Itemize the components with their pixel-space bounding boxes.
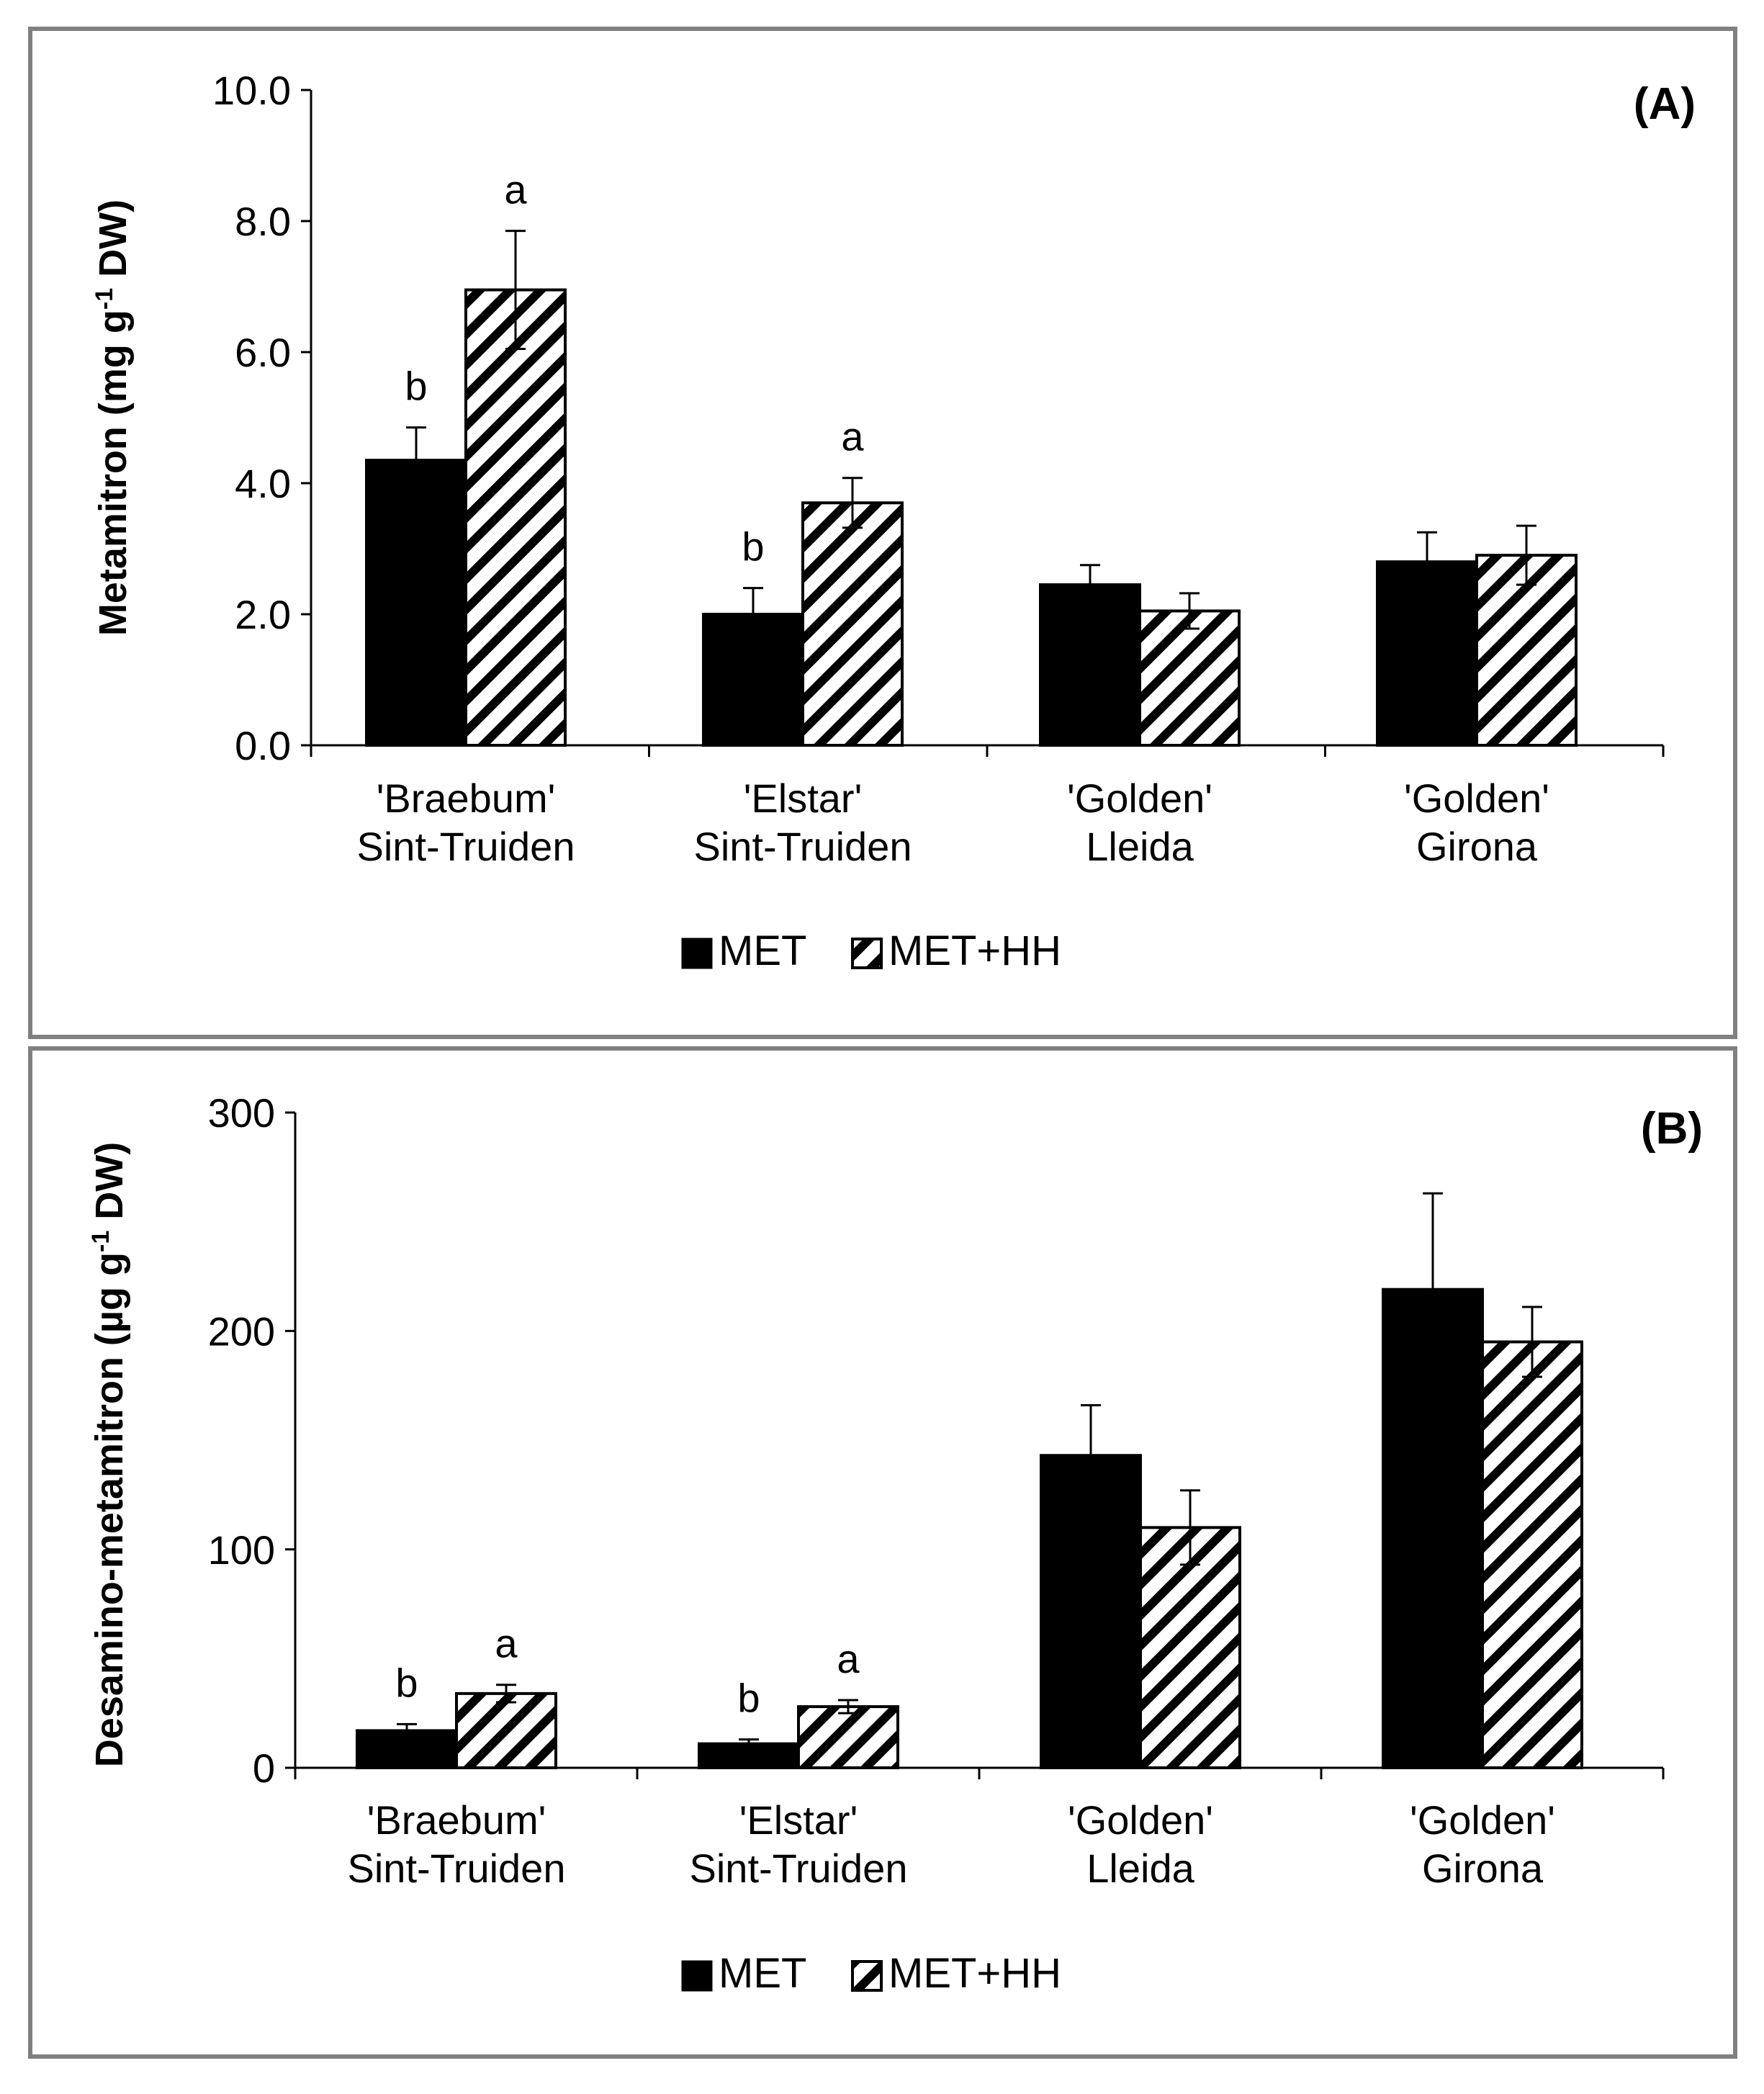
category-label-line2: Sint-Truiden bbox=[348, 1846, 566, 1891]
y-tick-label: 0 bbox=[253, 1745, 275, 1791]
legend-label-met-hh: MET+HH bbox=[888, 1950, 1061, 1997]
bar-met-hh bbox=[1139, 1526, 1241, 1769]
panel-frame bbox=[28, 1046, 1737, 2059]
bar-met-hh bbox=[1481, 1340, 1583, 1769]
bar-met bbox=[1376, 560, 1478, 747]
category-label-line1: 'Elstar' bbox=[739, 1797, 858, 1843]
y-tick-label: 0.0 bbox=[235, 723, 291, 768]
category-label-line1: 'Golden' bbox=[1404, 776, 1549, 821]
panel-label: (B) bbox=[1641, 1104, 1703, 1154]
bar-met-hh bbox=[797, 1705, 899, 1769]
bar-met bbox=[1040, 1454, 1142, 1769]
legend-swatch-met-hh bbox=[851, 938, 883, 969]
legend-swatch-met bbox=[681, 938, 713, 969]
significance-letter: b bbox=[742, 524, 764, 570]
legend-label-met: MET bbox=[719, 927, 806, 974]
category-label-line2: Sint-Truiden bbox=[690, 1846, 908, 1891]
y-tick-label: 8.0 bbox=[235, 199, 291, 244]
significance-letter: b bbox=[405, 364, 427, 409]
y-tick-label: 6.0 bbox=[235, 330, 291, 375]
legend-swatch-met-hh bbox=[851, 1960, 883, 1992]
category-label-line2: Sint-Truiden bbox=[694, 824, 912, 869]
significance-letter: a bbox=[837, 1636, 860, 1681]
significance-letter: a bbox=[495, 1621, 518, 1666]
significance-letter: b bbox=[737, 1676, 760, 1721]
category-label-line2: Lleida bbox=[1086, 824, 1194, 869]
category-label-line1: 'Golden' bbox=[1067, 776, 1212, 821]
category-label-line1: 'Braebum' bbox=[367, 1797, 546, 1843]
legend: MET MET+HH bbox=[681, 927, 1061, 974]
significance-letter: a bbox=[841, 414, 864, 459]
y-tick-label: 100 bbox=[208, 1527, 275, 1573]
bar-met-hh bbox=[801, 501, 904, 747]
y-tick-label: 4.0 bbox=[235, 461, 291, 506]
bar-met-hh bbox=[1475, 554, 1578, 747]
y-tick-label: 2.0 bbox=[235, 592, 291, 637]
legend-swatch-met bbox=[681, 1960, 713, 1992]
y-tick-label: 300 bbox=[208, 1090, 275, 1136]
bar-met bbox=[365, 459, 467, 747]
y-axis-label: Desamino-metamitron (µg g-1 DW) bbox=[87, 1142, 131, 1767]
y-tick-label: 200 bbox=[208, 1308, 275, 1354]
category-label-line1: 'Elstar' bbox=[744, 776, 863, 821]
bar-met-hh bbox=[464, 288, 567, 747]
category-label-line1: 'Braebum' bbox=[377, 776, 556, 821]
panel-A: 0.02.04.06.08.010.0ba'Braebum'Sint-Truid… bbox=[28, 27, 1737, 1039]
category-label-line2: Sint-Truiden bbox=[357, 824, 575, 869]
legend-label-met: MET bbox=[719, 1950, 806, 1997]
bar-met bbox=[1039, 583, 1141, 747]
y-axis-label: Metamitron (mg g-1 DW) bbox=[91, 199, 135, 636]
panel-frame bbox=[28, 27, 1737, 1039]
y-tick-label: 10.0 bbox=[212, 68, 291, 113]
bar-met-hh bbox=[1138, 609, 1241, 747]
legend-label-met-hh: MET+HH bbox=[888, 927, 1061, 974]
category-label-line1: 'Golden' bbox=[1068, 1797, 1213, 1843]
category-label-line2: Lleida bbox=[1086, 1846, 1194, 1891]
significance-letter: b bbox=[395, 1660, 418, 1705]
panel-label: (A) bbox=[1634, 79, 1696, 129]
category-label-line2: Girona bbox=[1416, 824, 1538, 869]
bar-met-hh bbox=[455, 1691, 557, 1770]
significance-letter: a bbox=[504, 167, 527, 212]
panel-B: 0100200300ba'Braebum'Sint-Truidenba'Elst… bbox=[28, 1046, 1737, 2059]
legend: MET MET+HH bbox=[681, 1950, 1061, 1997]
category-label-line2: Girona bbox=[1422, 1846, 1544, 1891]
category-label-line1: 'Golden' bbox=[1410, 1797, 1555, 1843]
